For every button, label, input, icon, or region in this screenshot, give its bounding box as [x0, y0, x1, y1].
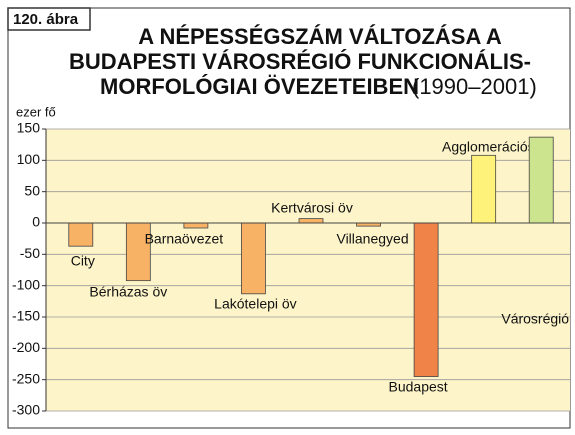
- bar: [471, 154, 497, 224]
- bar: [68, 222, 94, 247]
- title-line: A NÉPESSÉGSZÁM VÁLTOZÁSA A: [138, 24, 502, 49]
- y-axis-label: ezer fő: [16, 104, 56, 119]
- y-tick-label: -200: [12, 339, 40, 355]
- category-label: Bérházas öv: [89, 284, 167, 300]
- y-tick-label: -250: [12, 370, 40, 386]
- title-line: BUDAPESTI VÁROSRÉGIÓ FUNKCIONÁLIS-: [69, 49, 531, 74]
- y-tick-label: 0: [32, 214, 40, 230]
- bar: [298, 218, 324, 224]
- y-tick-label: 100: [17, 151, 41, 167]
- bar: [413, 222, 439, 377]
- y-tick-label: -300: [12, 402, 40, 418]
- bar: [528, 136, 554, 224]
- bar: [241, 222, 266, 295]
- category-label: Agglomerációs öv: [442, 139, 553, 155]
- category-label: Budapest: [389, 379, 448, 395]
- category-label: Lakótelepi öv: [214, 296, 297, 312]
- y-tick-label: -50: [20, 245, 40, 261]
- category-label: Kertvárosi öv: [271, 200, 353, 216]
- category-label: Villanegyed: [336, 231, 408, 247]
- y-tick-label: -100: [12, 276, 40, 292]
- y-tick-label: -150: [12, 308, 40, 324]
- category-label: Barnaövezet: [145, 231, 224, 247]
- figure-label-box: [7, 7, 91, 31]
- bar: [183, 222, 209, 229]
- y-tick-label: 150: [17, 120, 41, 136]
- title-line: MORFOLÓGIAI ÖVEZETEIBEN: [100, 74, 419, 99]
- y-tick-label: 50: [24, 182, 40, 198]
- category-label: City: [71, 253, 95, 269]
- title-period: (1990–2001): [412, 74, 537, 99]
- figure-label: 120. ábra: [13, 11, 79, 28]
- category-label: Városrégió: [501, 311, 569, 327]
- bar: [125, 222, 151, 282]
